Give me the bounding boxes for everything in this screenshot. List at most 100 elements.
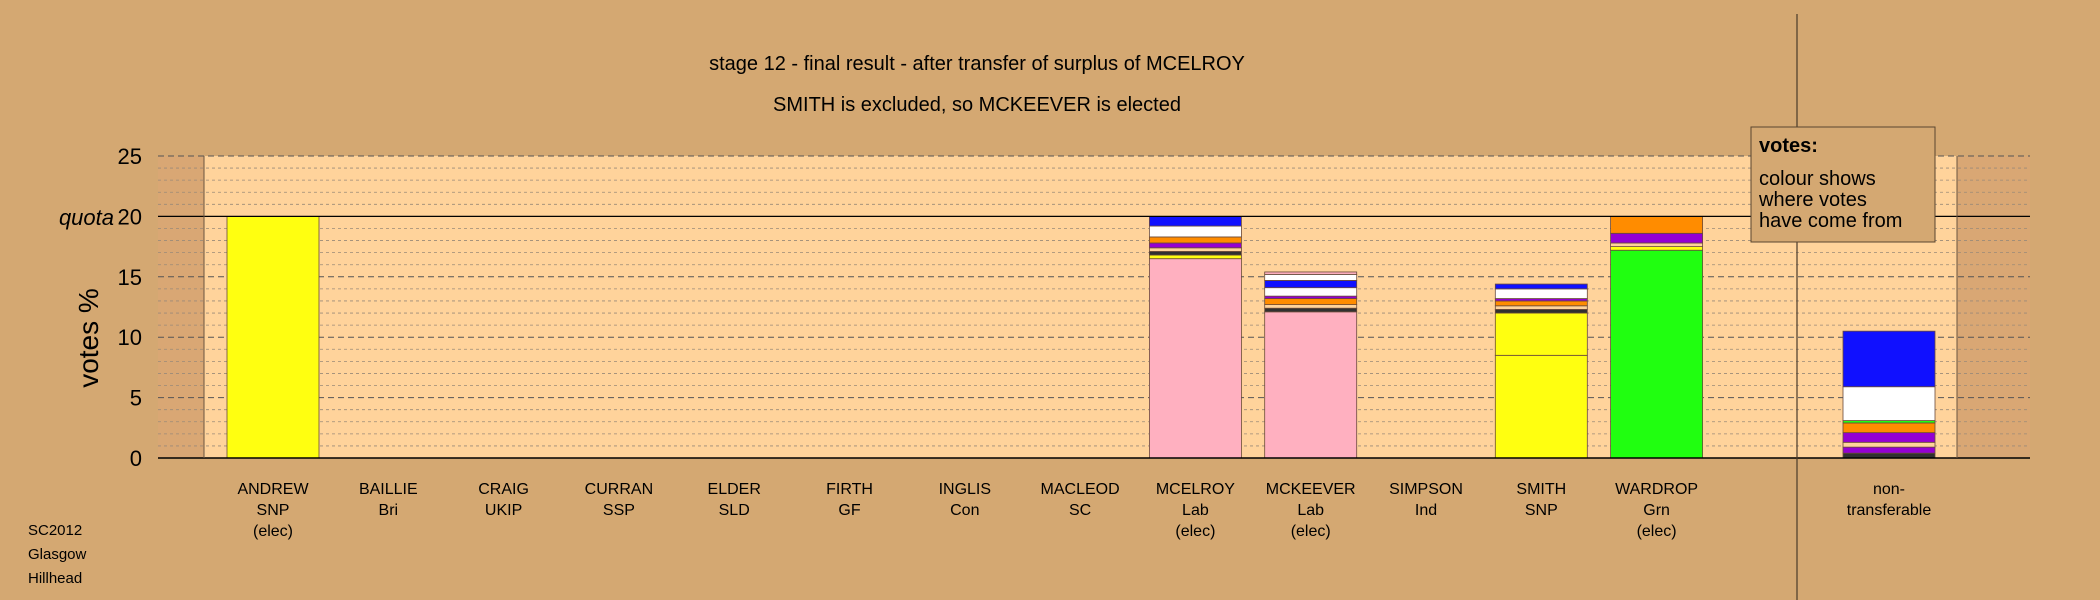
x-label-inglis: Con bbox=[950, 502, 979, 519]
footer-line-1: SC2012 bbox=[28, 522, 82, 539]
chart-title: stage 12 - final result - after transfer… bbox=[709, 53, 1245, 75]
bar-segment-lab bbox=[1264, 311, 1358, 459]
x-label-andrew: (elec) bbox=[253, 523, 293, 540]
legend-box bbox=[1750, 126, 1936, 243]
y-tick-labels: 0 5 10 15 20 25 bbox=[118, 144, 142, 471]
x-label-firth: FIRTH bbox=[826, 481, 873, 498]
bar-segment-ssp bbox=[1842, 422, 1936, 434]
x-label-andrew: ANDREW bbox=[237, 481, 309, 498]
x-label-craig: UKIP bbox=[485, 502, 522, 519]
x-label-inglis: INGLIS bbox=[939, 481, 991, 498]
bar-segment-con bbox=[1842, 330, 1936, 388]
bar-segment-con bbox=[1149, 215, 1242, 227]
x-label-wardrop: WARDROP bbox=[1615, 481, 1698, 498]
bar-mckeever bbox=[1264, 271, 1358, 459]
x-label-mckeever: MCKEEVER bbox=[1266, 481, 1356, 498]
plot-margin-left bbox=[158, 156, 204, 458]
bar-nontransferable bbox=[1842, 330, 1936, 459]
x-category-labels: ANDREW SNP (elec) BAILLIE Bri CRAIG UKIP CURRAN… bbox=[237, 481, 1931, 540]
x-label-craig: CRAIG bbox=[478, 481, 529, 498]
gridlines bbox=[158, 155, 2030, 447]
footer-line-2: Glasgow bbox=[28, 546, 87, 563]
y-axis-label: votes % bbox=[73, 288, 104, 388]
x-label-simpson: SIMPSON bbox=[1389, 481, 1463, 498]
legend: votes: colour shows where votes have com… bbox=[1750, 126, 1936, 243]
x-label-andrew: SNP bbox=[257, 502, 290, 519]
bar-segment-sc bbox=[1264, 307, 1358, 313]
bar-segment-sld bbox=[1610, 242, 1703, 247]
x-label-nontransferable: transferable bbox=[1847, 502, 1932, 519]
bar-segment-con bbox=[1494, 283, 1588, 290]
bar-segment-sc bbox=[1149, 251, 1242, 256]
bar-segment-gf bbox=[1149, 242, 1242, 249]
bar-mcelroy bbox=[1149, 215, 1242, 459]
legend-title: votes: bbox=[1759, 135, 1818, 157]
y-tick-label: 25 bbox=[118, 144, 142, 169]
x-label-macleod: MACLEOD bbox=[1041, 481, 1120, 498]
bar-segment-gf bbox=[1610, 232, 1703, 244]
bar-segment-ukip bbox=[1149, 225, 1242, 238]
x-label-mcelroy: MCELROY bbox=[1156, 481, 1235, 498]
bar-segment-snp bbox=[1494, 312, 1588, 356]
bar-andrew bbox=[226, 215, 320, 459]
bar-segment-bri bbox=[1264, 273, 1358, 281]
bar-segment-ssp bbox=[1264, 298, 1358, 305]
bar-segment-sld bbox=[1149, 247, 1242, 252]
legend-line-3: have come from bbox=[1759, 210, 1902, 232]
bar-segment-ssp bbox=[1610, 215, 1703, 234]
bar-segment-ukip bbox=[1494, 288, 1588, 299]
x-label-mckeever: Lab bbox=[1297, 502, 1324, 519]
bar-segment-sc bbox=[1494, 309, 1588, 314]
bar-segment-snp bbox=[1149, 254, 1242, 260]
x-label-elder: ELDER bbox=[708, 481, 761, 498]
x-label-smith: SMITH bbox=[1516, 481, 1566, 498]
bar-segment-lab bbox=[1264, 271, 1358, 275]
x-label-nontransferable: non- bbox=[1873, 481, 1905, 498]
x-label-baillie: BAILLIE bbox=[359, 481, 418, 498]
x-label-curran: CURRAN bbox=[585, 481, 653, 498]
y-tick-label: 15 bbox=[118, 265, 142, 290]
x-label-smith: SNP bbox=[1525, 502, 1558, 519]
bar-segment-sld bbox=[1842, 441, 1936, 448]
axes bbox=[158, 14, 2030, 600]
bar-segment-snp bbox=[226, 215, 320, 459]
x-label-elder: SLD bbox=[719, 502, 750, 519]
plot-background bbox=[158, 156, 2030, 458]
y-tick-label: 5 bbox=[130, 386, 142, 411]
bars bbox=[226, 215, 1936, 459]
y-tick-label: 20 bbox=[118, 204, 142, 229]
footer: SC2012 Glasgow Hillhead bbox=[28, 522, 87, 587]
x-label-baillie: Bri bbox=[379, 502, 399, 519]
bar-segment-ukip bbox=[1264, 287, 1358, 297]
legend-line-1: colour shows bbox=[1759, 168, 1876, 190]
x-label-wardrop: Grn bbox=[1643, 502, 1670, 519]
quota-label: quota bbox=[59, 205, 114, 230]
bar-segment-gf bbox=[1842, 432, 1936, 443]
x-label-macleod: SC bbox=[1069, 502, 1091, 519]
plot-margin-right bbox=[1957, 156, 2030, 458]
bar-segment-grn bbox=[1610, 249, 1703, 459]
bar-segment-lab bbox=[1149, 258, 1242, 459]
x-label-wardrop: (elec) bbox=[1637, 523, 1677, 540]
x-label-mcelroy: (elec) bbox=[1175, 523, 1215, 540]
bar-segment-ssp bbox=[1494, 300, 1588, 307]
bar-segment-snp bbox=[1610, 246, 1703, 251]
bar-segment-sld bbox=[1264, 304, 1358, 309]
x-label-mcelroy: Lab bbox=[1182, 502, 1209, 519]
bar-segment-ssp bbox=[1149, 236, 1242, 244]
y-tick-label: 10 bbox=[118, 325, 142, 350]
x-label-mckeever: (elec) bbox=[1291, 523, 1331, 540]
bar-segment-gf bbox=[1842, 446, 1936, 454]
bar-segment-con bbox=[1264, 280, 1358, 289]
chart-subtitle: SMITH is excluded, so MCKEEVER is electe… bbox=[773, 94, 1181, 116]
bar-smith bbox=[1494, 283, 1588, 459]
y-tick-label: 0 bbox=[130, 446, 142, 471]
x-label-simpson: Ind bbox=[1415, 502, 1437, 519]
legend-line-2: where votes bbox=[1758, 189, 1867, 211]
x-label-curran: SSP bbox=[603, 502, 635, 519]
bar-wardrop bbox=[1610, 215, 1703, 459]
x-label-firth: GF bbox=[838, 502, 860, 519]
bar-segment-sld bbox=[1494, 305, 1588, 310]
footer-line-3: Hillhead bbox=[28, 570, 82, 587]
